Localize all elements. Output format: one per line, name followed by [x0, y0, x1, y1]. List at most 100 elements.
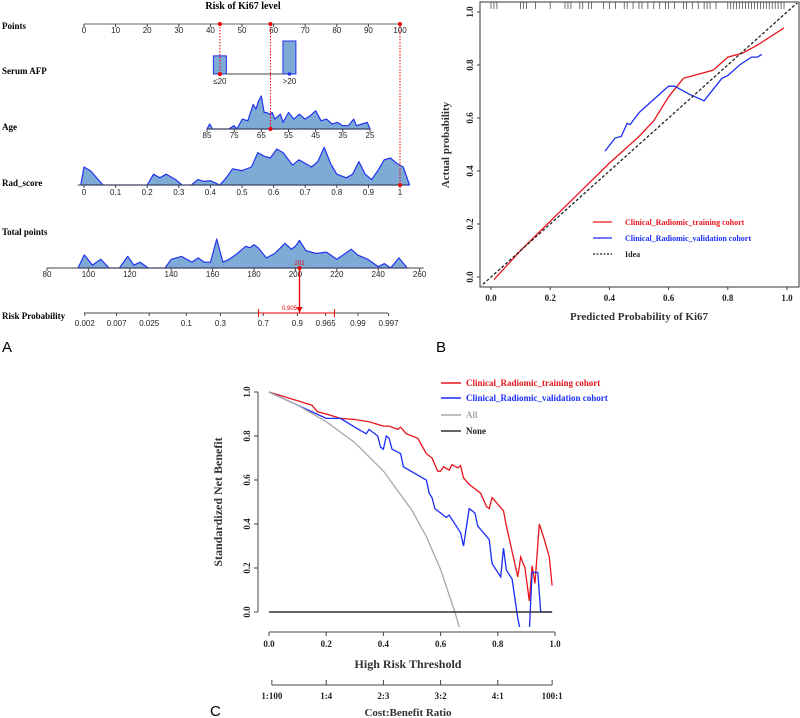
- dca-x-tick-label: 0.0: [263, 639, 275, 649]
- legend-label: None: [466, 426, 486, 436]
- dca-y-tick-label: 0.6: [242, 474, 252, 486]
- points-tick-label: 10: [111, 26, 120, 35]
- points-tick-label: 90: [364, 26, 373, 35]
- rad-score-tick-label: 0.2: [142, 188, 154, 197]
- afp-bar: [282, 40, 297, 75]
- cost-benefit-tick-label: 2:3: [377, 691, 389, 701]
- points-tick-label: 50: [238, 26, 247, 35]
- cost-benefit-tick-label: 100:1: [542, 691, 563, 701]
- calibration-x-label: Predicted Probability of Ki67: [570, 311, 708, 323]
- arrow-head-icon: [296, 307, 303, 313]
- calibration-x-tick-label: 1.0: [781, 293, 793, 303]
- legend-label: Idea: [625, 250, 640, 259]
- risk-probability-tick-label: 0.002: [75, 319, 96, 328]
- dca-y-tick-label: 1.0: [242, 386, 252, 398]
- panel-label-a: A: [2, 339, 12, 356]
- calibration-y-tick-label: 0.0: [465, 271, 475, 283]
- calibration-x-tick-label: 0.6: [663, 293, 675, 303]
- row-label-risk-probability: Risk Probability: [2, 311, 66, 321]
- dca-x-tick-label: 0.2: [321, 639, 333, 649]
- total-points-tick-label: 260: [413, 270, 427, 279]
- dca-x-tick-label: 0.6: [435, 639, 447, 649]
- calibration-x-tick-label: 0.0: [485, 293, 497, 303]
- afp-category-label: ≤20: [213, 77, 227, 86]
- rad-score-tick-label: 1: [398, 188, 403, 197]
- age-tick-label: 45: [311, 131, 320, 140]
- total-points-value: 202: [295, 261, 306, 267]
- cost-benefit-tick-label: 4:1: [492, 691, 504, 701]
- panel-label-b: B: [436, 339, 446, 356]
- total-points-tick-label: 80: [43, 270, 52, 279]
- total-points-tick-label: 200: [289, 270, 303, 279]
- risk-probability-tick-label: 0.025: [139, 319, 160, 328]
- cost-benefit-tick-label: 3:2: [435, 691, 447, 701]
- age-tick-label: 75: [230, 131, 239, 140]
- example-value-marker: [398, 183, 402, 187]
- points-tick-label: 30: [174, 26, 183, 35]
- risk-probability-tick-label: 0.1: [181, 319, 193, 328]
- dca-x-label: High Risk Threshold: [355, 657, 462, 671]
- points-tick-label: 60: [269, 26, 278, 35]
- cost-benefit-tick-label: 1:100: [261, 691, 282, 701]
- calibration-x-tick-label: 0.4: [604, 293, 616, 303]
- risk-probability-tick-label: 0.99: [350, 319, 366, 328]
- example-value-marker: [268, 127, 273, 131]
- total-points-tick-label: 120: [123, 270, 137, 279]
- age-density: [206, 95, 371, 130]
- dca-y-tick-label: 0.8: [242, 430, 252, 442]
- risk-probability-tick-label: 0.997: [379, 319, 400, 328]
- rad-score-tick-label: 0.5: [236, 188, 248, 197]
- rad-score-tick-label: 0.7: [300, 188, 312, 197]
- row-label-rad-score: Rad_score: [2, 178, 42, 188]
- cost-benefit-label: Cost:Benefit Ratio: [364, 707, 452, 718]
- panel-label-c: C: [210, 703, 221, 718]
- total-points-tick-label: 160: [206, 270, 220, 279]
- afp-bar: [212, 55, 227, 75]
- points-tick-label: 80: [332, 26, 341, 35]
- row-label-points: Points: [2, 21, 27, 31]
- dca-x-tick-label: 1.0: [549, 639, 561, 649]
- dca-y-label: Standardized Net Benefit: [211, 437, 225, 566]
- rad-score-tick-label: 0.6: [268, 188, 280, 197]
- total-points-tick-label: 140: [165, 270, 179, 279]
- age-tick-label: 55: [284, 131, 293, 140]
- dca-line-2: [268, 391, 460, 627]
- row-label-serum-afp: Serum AFP: [2, 66, 47, 76]
- calibration-x-tick-label: 0.8: [722, 293, 734, 303]
- rad-score-tick-label: 0.3: [173, 188, 185, 197]
- risk-probability-tick-label: 0.007: [107, 319, 128, 328]
- afp-category-label: >20: [283, 77, 297, 86]
- dca-y-tick-label: 0.0: [242, 606, 252, 618]
- rad-score-tick-label: 0.4: [205, 188, 217, 197]
- calibration-plot-frame: [479, 1, 800, 288]
- calibration-y-tick-label: 1.0: [465, 6, 475, 18]
- risk-probability-value: 0.905: [282, 306, 298, 312]
- total-points-density: [77, 238, 408, 269]
- calibration-x-tick-label: 0.2: [545, 293, 557, 303]
- rad-score-density: [80, 146, 411, 186]
- legend-label: Clinical_Radiomic_validation cohort: [466, 393, 608, 403]
- age-tick-label: 85: [203, 131, 212, 140]
- points-tick-label: 70: [301, 26, 310, 35]
- row-label-age: Age: [2, 122, 17, 132]
- example-value-marker: [217, 72, 222, 76]
- rad-score-tick-label: 0.8: [331, 188, 343, 197]
- example-point-marker: [398, 22, 402, 26]
- dca-x-tick-label: 0.8: [492, 639, 504, 649]
- dca-line-1: [268, 391, 553, 627]
- calibration-line-2: [481, 3, 798, 286]
- rad-score-tick-label: 0.9: [363, 188, 375, 197]
- example-point-marker: [217, 22, 222, 26]
- age-tick-label: 35: [338, 131, 347, 140]
- points-tick-label: 40: [206, 26, 215, 35]
- dca-line-0: [268, 391, 553, 602]
- afp-point: [287, 72, 292, 76]
- calibration-line-1: [604, 53, 763, 152]
- age-tick-label: 65: [257, 131, 266, 140]
- calibration-y-tick-label: 0.2: [465, 218, 475, 230]
- points-tick-label: 0: [82, 26, 87, 35]
- total-points-tick-label: 180: [247, 270, 261, 279]
- calibration-y-tick-label: 0.4: [465, 165, 475, 177]
- row-label-total-points: Total points: [2, 227, 48, 237]
